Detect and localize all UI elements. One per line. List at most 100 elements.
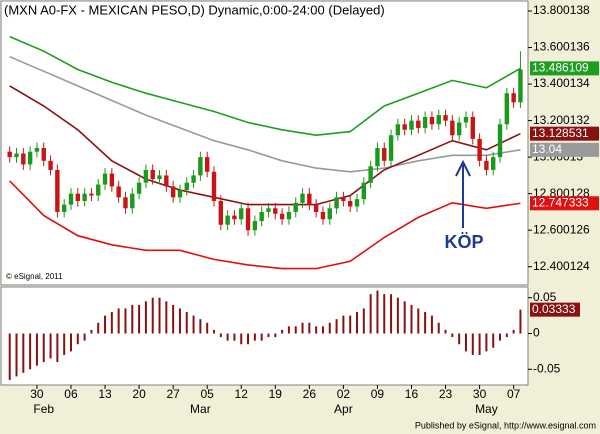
candle-body [477,138,482,161]
y-tick-label: 0.05 [533,290,557,304]
histogram-bar [383,294,386,334]
histogram-bar [138,304,141,334]
candle-body [470,116,475,139]
histogram-bar [369,294,372,334]
histogram-bar [178,308,181,334]
histogram-bar [362,308,365,334]
candle-body [245,208,251,231]
x-tick-label: 13 [98,387,112,401]
candle-body [395,124,401,136]
histogram-bar [165,301,168,334]
histogram-bar [342,315,345,334]
indicator-line [9,180,521,270]
histogram-bar [458,333,461,345]
histogram-bar [110,312,113,334]
month-label: Feb [33,402,54,416]
copyright: © eSignal, 2011 [6,272,63,281]
candle-body [191,175,196,183]
month-label: Mar [190,402,211,416]
candle-body [497,124,503,158]
candle-body [7,151,12,158]
histogram-bar [335,319,338,334]
candle-body [266,208,271,212]
histogram-bar [499,333,502,341]
histogram-bar [199,319,202,334]
histogram-bar [56,333,59,363]
histogram-bar [15,333,18,377]
candle-body [82,193,87,201]
candle-body [429,116,435,125]
histogram-bar [294,326,297,334]
chart-title: (MXN A0-FX - MEXICAN PESO,D) Dynamic,0:0… [4,2,385,17]
y-tick-label: 12.400124 [533,259,590,273]
histogram-bar [240,333,243,345]
histogram-bar [233,333,236,341]
candle-body [382,148,387,161]
candle-body [75,193,80,201]
histogram-bar [213,329,215,334]
histogram-bar [437,322,440,334]
candle-body [55,169,60,212]
candle-body [89,193,94,196]
candle-body [170,186,176,198]
value-flag-label: 13.04 [532,142,562,156]
candle-body [61,204,67,212]
candle-body [368,166,373,183]
histogram-bar [76,333,79,345]
candle-body [273,208,278,214]
candle-body [34,148,40,152]
x-tick-label: 16 [405,387,419,401]
histogram-bar [492,333,495,348]
candle-body [422,116,428,128]
x-tick-label: 07 [507,387,521,401]
buy-arrowhead [455,159,471,177]
candle-body [225,215,230,225]
y-tick-label: 13.600136 [533,40,590,54]
candle-body [313,204,319,212]
month-label: Apr [334,402,353,416]
month-label: May [475,402,498,416]
histogram-bar [444,329,447,334]
histogram-bar [430,315,433,334]
candle-body [204,157,210,172]
value-flag [530,142,599,157]
candle-body [109,173,115,187]
footer: Published by eSignal, http://www.esignal… [415,420,596,430]
histogram-bar [267,333,270,338]
candle-body [456,122,462,136]
candle-body [177,190,183,198]
histogram-bar [247,333,250,345]
histogram-bar [301,322,304,334]
x-tick-label: 23 [439,387,453,401]
x-tick-label: 20 [132,387,146,401]
candle-body [136,182,142,194]
histogram-bar [390,294,393,334]
histogram-bar [274,333,277,338]
histogram-bar [512,329,515,334]
y-tick-label: 13.400134 [533,76,590,90]
histogram-bar [226,333,229,341]
histogram-bar [192,315,195,334]
indicator-line [9,35,521,137]
candle-body [116,186,121,198]
histogram-bar [63,333,66,355]
x-tick-label: 02 [337,387,351,401]
plot-layer: 13.800138 13.600136 13.400134 13.200132 13.0… [7,3,599,416]
histogram-bar [42,333,45,363]
candle-body [211,171,217,201]
candle-body [96,184,101,196]
x-tick-label: 27 [166,387,180,401]
x-tick-label: 05 [201,387,215,401]
candle-body [504,93,510,125]
histogram-bar [403,301,406,334]
histogram-bar [97,322,100,334]
histogram-bar [356,312,359,334]
histogram-bar [349,315,352,334]
histogram-bar [505,333,508,338]
buy-annotation: KÖP [444,232,483,252]
candle-body [348,200,353,207]
x-tick-label: 19 [269,387,283,401]
histogram-bar [260,333,263,341]
candle-body [307,193,312,205]
histogram-bar [471,333,474,355]
